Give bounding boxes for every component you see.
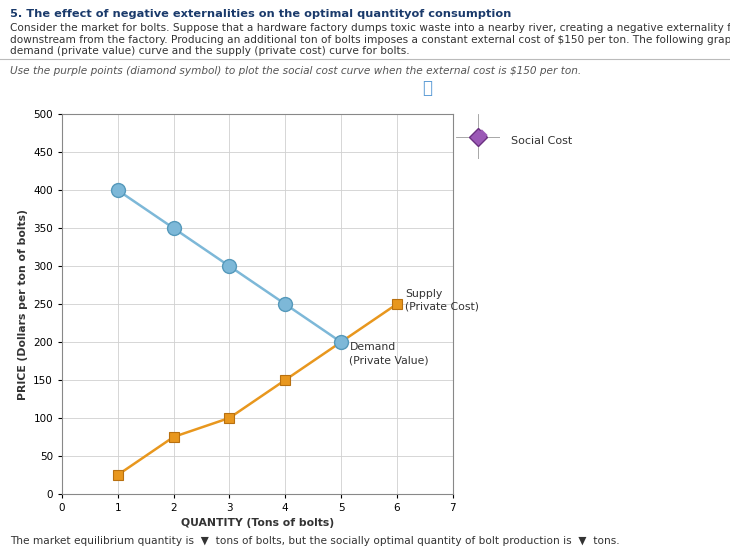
Text: 5. The effect of negative externalities on the optimal quantityof consumption: 5. The effect of negative externalities … <box>10 9 512 19</box>
X-axis label: QUANTITY (Tons of bolts): QUANTITY (Tons of bolts) <box>181 518 334 528</box>
Text: Supply
(Private Cost): Supply (Private Cost) <box>405 288 479 312</box>
Text: Use the purple points (diamond symbol) to plot the social cost curve when the ex: Use the purple points (diamond symbol) t… <box>10 66 582 76</box>
Text: demand (private value) curve and the supply (private cost) curve for bolts.: demand (private value) curve and the sup… <box>10 46 410 56</box>
Text: ⓘ: ⓘ <box>422 79 432 97</box>
Text: Consider the market for bolts. Suppose that a hardware factory dumps toxic waste: Consider the market for bolts. Suppose t… <box>10 23 730 33</box>
Text: Demand
(Private Value): Demand (Private Value) <box>350 342 429 365</box>
Y-axis label: PRICE (Dollars per ton of bolts): PRICE (Dollars per ton of bolts) <box>18 209 28 400</box>
Text: Social Cost: Social Cost <box>511 136 572 146</box>
Text: The market equilibrium quantity is  ▼  tons of bolts, but the socially optimal q: The market equilibrium quantity is ▼ ton… <box>10 536 620 546</box>
Text: downstream from the factory. Producing an additional ton of bolts imposes a cons: downstream from the factory. Producing a… <box>10 35 730 45</box>
Text: ◆: ◆ <box>476 128 488 142</box>
